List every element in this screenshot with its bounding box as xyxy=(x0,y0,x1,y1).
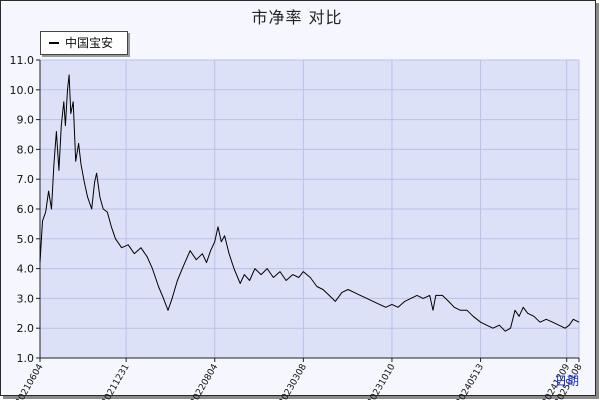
y-tick-label: 3.0 xyxy=(17,292,35,305)
y-tick-label: 4.0 xyxy=(17,263,35,276)
chart-title: 市净率 对比 xyxy=(251,8,343,27)
x-tick-label: 20211231 xyxy=(100,363,132,400)
y-tick-label: 9.0 xyxy=(17,114,35,127)
y-tick-label: 2.0 xyxy=(17,322,35,335)
x-tick-label: 20210604 xyxy=(14,362,46,400)
y-tick-label: 6.0 xyxy=(17,203,35,216)
legend-swatch xyxy=(49,42,59,44)
y-tick-label: 11.0 xyxy=(10,54,35,67)
x-axis-label: 日期 xyxy=(555,374,580,388)
y-tick-label: 10.0 xyxy=(10,84,35,97)
x-tick-label: 20220804 xyxy=(189,362,221,400)
x-tick-label: 20240513 xyxy=(455,362,487,400)
x-tick-label: 20231010 xyxy=(366,362,398,400)
y-tick-label: 5.0 xyxy=(17,233,35,246)
series-line xyxy=(39,74,580,332)
y-tick-label: 1.0 xyxy=(17,352,35,365)
y-tick-label: 7.0 xyxy=(17,173,35,186)
y-tick-label: 8.0 xyxy=(17,143,35,156)
x-tick-label: 20230308 xyxy=(277,362,309,400)
legend-label: 中国宝安 xyxy=(65,36,114,50)
chart-legend: 中国宝安 xyxy=(40,31,129,55)
